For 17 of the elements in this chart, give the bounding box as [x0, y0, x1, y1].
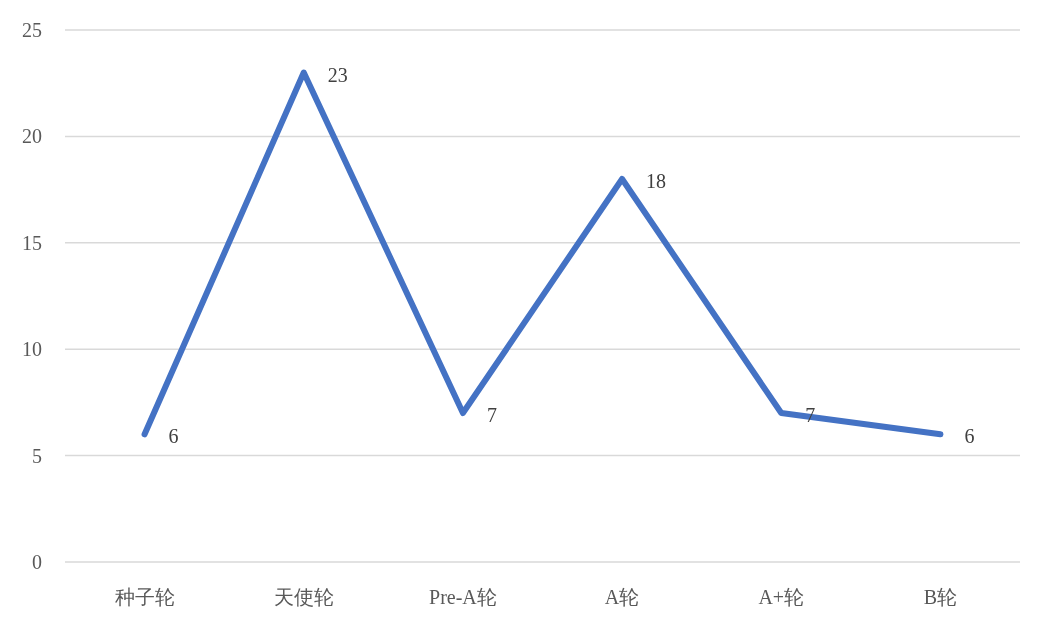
data-label: 7 — [486, 404, 497, 427]
y-tick-label: 0 — [32, 551, 42, 573]
y-tick-label: 15 — [22, 231, 42, 254]
x-tick-label: A+轮 — [758, 586, 805, 608]
y-tick-label: 5 — [32, 444, 42, 467]
x-tick-label: B轮 — [923, 586, 958, 608]
x-tick-label: 天使轮 — [273, 586, 334, 608]
x-tick-label: A轮 — [604, 586, 640, 608]
data-label: 18 — [646, 169, 667, 192]
x-tick-label: 种子轮 — [114, 586, 175, 608]
data-label: 6 — [168, 425, 179, 448]
y-tick-label: 20 — [22, 125, 42, 148]
x-tick-label: Pre-A轮 — [429, 586, 497, 608]
data-label: 23 — [327, 63, 348, 86]
y-tick-label: 25 — [22, 19, 42, 41]
y-tick-label: 10 — [22, 338, 42, 361]
data-label: 6 — [964, 425, 975, 448]
